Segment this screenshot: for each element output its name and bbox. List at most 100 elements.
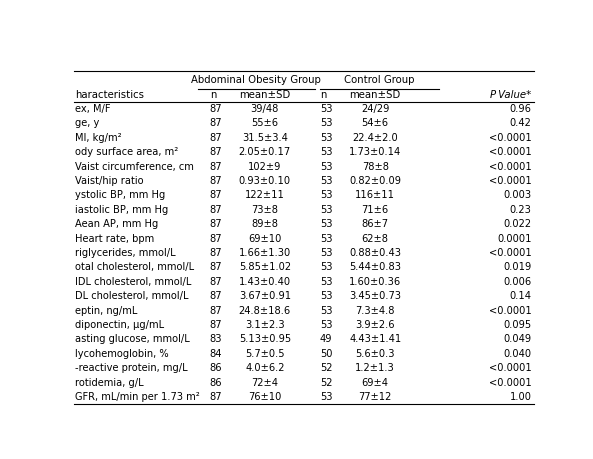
Text: 53: 53 [320,248,333,258]
Text: 31.5±3.4: 31.5±3.4 [242,133,288,143]
Text: 0.003: 0.003 [503,190,531,201]
Text: 53: 53 [320,219,333,229]
Text: 87: 87 [210,147,222,157]
Text: 53: 53 [320,306,333,316]
Text: 87: 87 [210,176,222,186]
Text: 53: 53 [320,392,333,402]
Text: 1.60±0.36: 1.60±0.36 [349,277,401,287]
Text: 3.1±2.3: 3.1±2.3 [245,320,285,330]
Text: 89±8: 89±8 [251,219,278,229]
Text: 87: 87 [210,263,222,272]
Text: 3.9±2.6: 3.9±2.6 [355,320,395,330]
Text: 87: 87 [210,205,222,215]
Text: 77±12: 77±12 [358,392,392,402]
Text: ge, y: ge, y [75,118,100,129]
Text: eptin, ng/mL: eptin, ng/mL [75,306,138,316]
Text: 1.73±0.14: 1.73±0.14 [349,147,401,157]
Text: 0.96: 0.96 [509,104,531,114]
Text: diponectin, μg/mL: diponectin, μg/mL [75,320,164,330]
Text: 53: 53 [320,234,333,244]
Text: 87: 87 [210,291,222,301]
Text: 72±4: 72±4 [251,378,278,388]
Text: 24.8±18.6: 24.8±18.6 [239,306,291,316]
Text: 5.44±0.83: 5.44±0.83 [349,263,401,272]
Text: 53: 53 [320,190,333,201]
Text: <0.0001: <0.0001 [489,176,531,186]
Text: <0.0001: <0.0001 [489,378,531,388]
Text: ody surface area, m²: ody surface area, m² [75,147,178,157]
Text: 76±10: 76±10 [248,392,282,402]
Text: mean±SD: mean±SD [239,90,291,101]
Text: 5.6±0.3: 5.6±0.3 [355,349,395,359]
Text: 0.019: 0.019 [503,263,531,272]
Text: 7.3±4.8: 7.3±4.8 [355,306,395,316]
Text: 53: 53 [320,104,333,114]
Text: 0.006: 0.006 [503,277,531,287]
Text: 0.42: 0.42 [509,118,531,129]
Text: Abdominal Obesity Group: Abdominal Obesity Group [191,74,321,84]
Text: Aean AP, mm Hg: Aean AP, mm Hg [75,219,158,229]
Text: 69±10: 69±10 [248,234,282,244]
Text: 0.88±0.43: 0.88±0.43 [349,248,401,258]
Text: 83: 83 [210,335,222,344]
Text: 73±8: 73±8 [251,205,278,215]
Text: 2.05±0.17: 2.05±0.17 [239,147,291,157]
Text: 53: 53 [320,263,333,272]
Text: 3.67±0.91: 3.67±0.91 [239,291,291,301]
Text: 52: 52 [320,378,333,388]
Text: 0.0001: 0.0001 [497,234,531,244]
Text: 87: 87 [210,104,222,114]
Text: n: n [320,90,326,101]
Text: 53: 53 [320,133,333,143]
Text: P Value*: P Value* [490,90,531,101]
Text: 87: 87 [210,162,222,172]
Text: Vaist/hip ratio: Vaist/hip ratio [75,176,144,186]
Text: GFR, mL/min per 1.73 m²: GFR, mL/min per 1.73 m² [75,392,200,402]
Text: 87: 87 [210,118,222,129]
Text: <0.0001: <0.0001 [489,306,531,316]
Text: 0.049: 0.049 [503,335,531,344]
Text: iastolic BP, mm Hg: iastolic BP, mm Hg [75,205,168,215]
Text: -reactive protein, mg/L: -reactive protein, mg/L [75,363,187,373]
Text: 24/29: 24/29 [361,104,390,114]
Text: 4.0±6.2: 4.0±6.2 [245,363,285,373]
Text: 86: 86 [210,378,222,388]
Text: 54±6: 54±6 [362,118,388,129]
Text: 3.45±0.73: 3.45±0.73 [349,291,401,301]
Text: 50: 50 [320,349,333,359]
Text: riglycerides, mmol/L: riglycerides, mmol/L [75,248,176,258]
Text: 53: 53 [320,176,333,186]
Text: 62±8: 62±8 [362,234,388,244]
Text: <0.0001: <0.0001 [489,162,531,172]
Text: 1.00: 1.00 [509,392,531,402]
Text: 87: 87 [210,248,222,258]
Text: Control Group: Control Group [343,74,414,84]
Text: 69±4: 69±4 [362,378,388,388]
Text: 5.7±0.5: 5.7±0.5 [245,349,285,359]
Text: 53: 53 [320,205,333,215]
Text: 84: 84 [210,349,222,359]
Text: 0.095: 0.095 [503,320,531,330]
Text: IDL cholesterol, mmol/L: IDL cholesterol, mmol/L [75,277,192,287]
Text: ystolic BP, mm Hg: ystolic BP, mm Hg [75,190,165,201]
Text: 0.23: 0.23 [509,205,531,215]
Text: 102±9: 102±9 [248,162,282,172]
Text: <0.0001: <0.0001 [489,133,531,143]
Text: 53: 53 [320,162,333,172]
Text: Heart rate, bpm: Heart rate, bpm [75,234,154,244]
Text: 4.43±1.41: 4.43±1.41 [349,335,401,344]
Text: <0.0001: <0.0001 [489,363,531,373]
Text: 87: 87 [210,392,222,402]
Text: 0.022: 0.022 [503,219,531,229]
Text: 55±6: 55±6 [251,118,278,129]
Text: 49: 49 [320,335,333,344]
Text: 0.040: 0.040 [503,349,531,359]
Text: rotidemia, g/L: rotidemia, g/L [75,378,144,388]
Text: 87: 87 [210,277,222,287]
Text: 87: 87 [210,219,222,229]
Text: 53: 53 [320,118,333,129]
Text: 0.82±0.09: 0.82±0.09 [349,176,401,186]
Text: Vaist circumference, cm: Vaist circumference, cm [75,162,194,172]
Text: 52: 52 [320,363,333,373]
Text: haracteristics: haracteristics [75,90,144,101]
